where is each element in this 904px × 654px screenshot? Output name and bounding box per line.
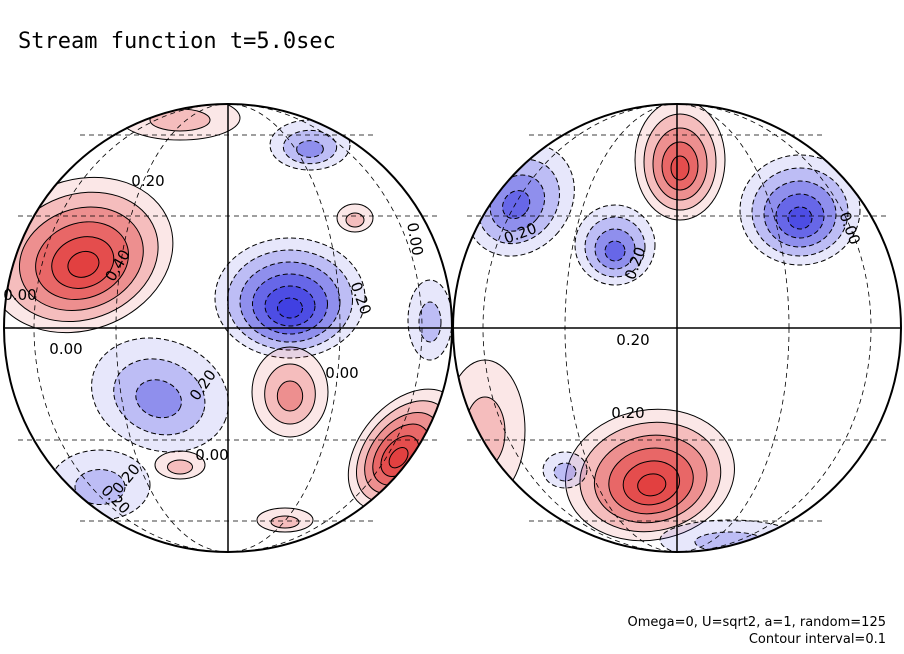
contour	[418, 301, 442, 343]
contour	[113, 358, 206, 436]
right-hemisphere	[453, 104, 861, 552]
contour	[264, 363, 316, 425]
contour	[91, 337, 229, 453]
graticule	[3, 103, 902, 553]
contour	[345, 212, 365, 228]
contour-label: 0.00	[403, 221, 427, 257]
contour	[787, 206, 813, 230]
contour	[336, 203, 374, 233]
contour	[407, 279, 452, 361]
contour	[276, 380, 304, 412]
contour	[388, 447, 409, 469]
contour	[542, 451, 588, 489]
contour	[282, 129, 338, 165]
contour	[502, 190, 531, 220]
contour-label: 0.00	[195, 446, 228, 464]
contour-label: 0.20	[611, 404, 644, 422]
contour	[594, 228, 636, 270]
contour-label: 0.20	[616, 331, 649, 349]
contour	[74, 469, 126, 505]
contour	[296, 140, 324, 158]
contour	[553, 462, 577, 482]
contour	[167, 459, 193, 475]
contour	[154, 450, 206, 480]
title: Stream function t=5.0sec	[18, 29, 336, 54]
contour-label: 0.00	[3, 286, 36, 304]
contour-label: 0.20	[131, 172, 164, 190]
contour	[277, 297, 303, 319]
contour	[256, 507, 314, 533]
contour	[604, 240, 626, 262]
note: Omega=0, U=sqrt2, a=1, random=125	[628, 615, 886, 630]
contour-label: 0.00	[325, 364, 358, 382]
contour	[270, 515, 300, 529]
contour	[637, 473, 667, 497]
contour	[135, 379, 182, 419]
contour	[670, 155, 690, 181]
contour	[489, 174, 546, 232]
note: Contour interval=0.1	[749, 632, 886, 647]
contour-label: 0.00	[49, 340, 82, 358]
contour	[67, 250, 100, 278]
